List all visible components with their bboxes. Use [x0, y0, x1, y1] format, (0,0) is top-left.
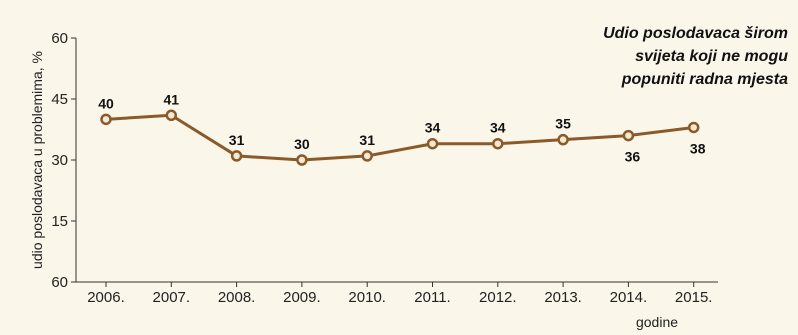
data-markers — [100, 109, 700, 166]
data-point — [230, 150, 243, 162]
data-point — [426, 137, 439, 150]
data-label: 35 — [555, 116, 571, 132]
x-tick-label: 2009. — [283, 289, 321, 306]
y-tick-label: 45 — [51, 91, 68, 108]
x-tick-label: 2012. — [479, 289, 517, 306]
data-label: 34 — [490, 120, 506, 136]
data-point — [296, 154, 308, 166]
y-tick-label: 15 — [51, 213, 68, 230]
x-tick-label: 2008. — [218, 289, 256, 306]
x-tick-label: 2014. — [610, 289, 648, 306]
data-label: 36 — [625, 149, 641, 165]
y-tick-label: 60 — [51, 30, 68, 47]
data-labels: 40 41 31 30 31 34 34 35 36 38 — [98, 91, 705, 164]
y-axis-ticks: 60 15 30 45 60 — [51, 30, 76, 291]
x-tick-label: 2015. — [675, 289, 713, 306]
chart-title-line-2: svijeta koji ne mogu — [635, 48, 788, 65]
y-axis-title: udio poslodavaca u problemima, % — [29, 51, 45, 269]
data-label: 31 — [359, 132, 375, 148]
data-point — [492, 137, 504, 150]
x-axis-title: godine — [636, 314, 678, 330]
data-point — [165, 109, 178, 122]
x-tick-label: 2006. — [87, 289, 125, 306]
data-point — [622, 129, 635, 142]
data-point — [687, 121, 700, 134]
data-label: 34 — [425, 120, 441, 136]
y-tick-label: 60 — [51, 274, 68, 291]
y-tick-label: 30 — [51, 152, 68, 169]
data-series — [105, 113, 694, 162]
x-tick-label: 2013. — [544, 289, 582, 306]
chart-title-line-3: popuniti radna mjesta — [621, 71, 788, 88]
data-label: 38 — [690, 140, 706, 156]
data-label: 40 — [98, 95, 114, 111]
x-tick-label: 2007. — [153, 289, 191, 306]
x-tick-label: 2010. — [348, 289, 386, 306]
series-line — [105, 113, 694, 162]
x-axis-ticks: 2006. 2007. 2008. 2009. 2010. 2011. 2012. 2013.… — [87, 282, 712, 306]
data-label: 31 — [229, 132, 245, 148]
x-tick-label: 2011. — [414, 289, 450, 306]
data-label: 30 — [294, 136, 310, 152]
data-point — [100, 113, 112, 126]
data-label: 41 — [164, 91, 180, 107]
data-point — [361, 150, 373, 162]
data-point — [557, 133, 569, 146]
chart-title-line-1: Udio poslodavaca širom — [603, 25, 788, 42]
